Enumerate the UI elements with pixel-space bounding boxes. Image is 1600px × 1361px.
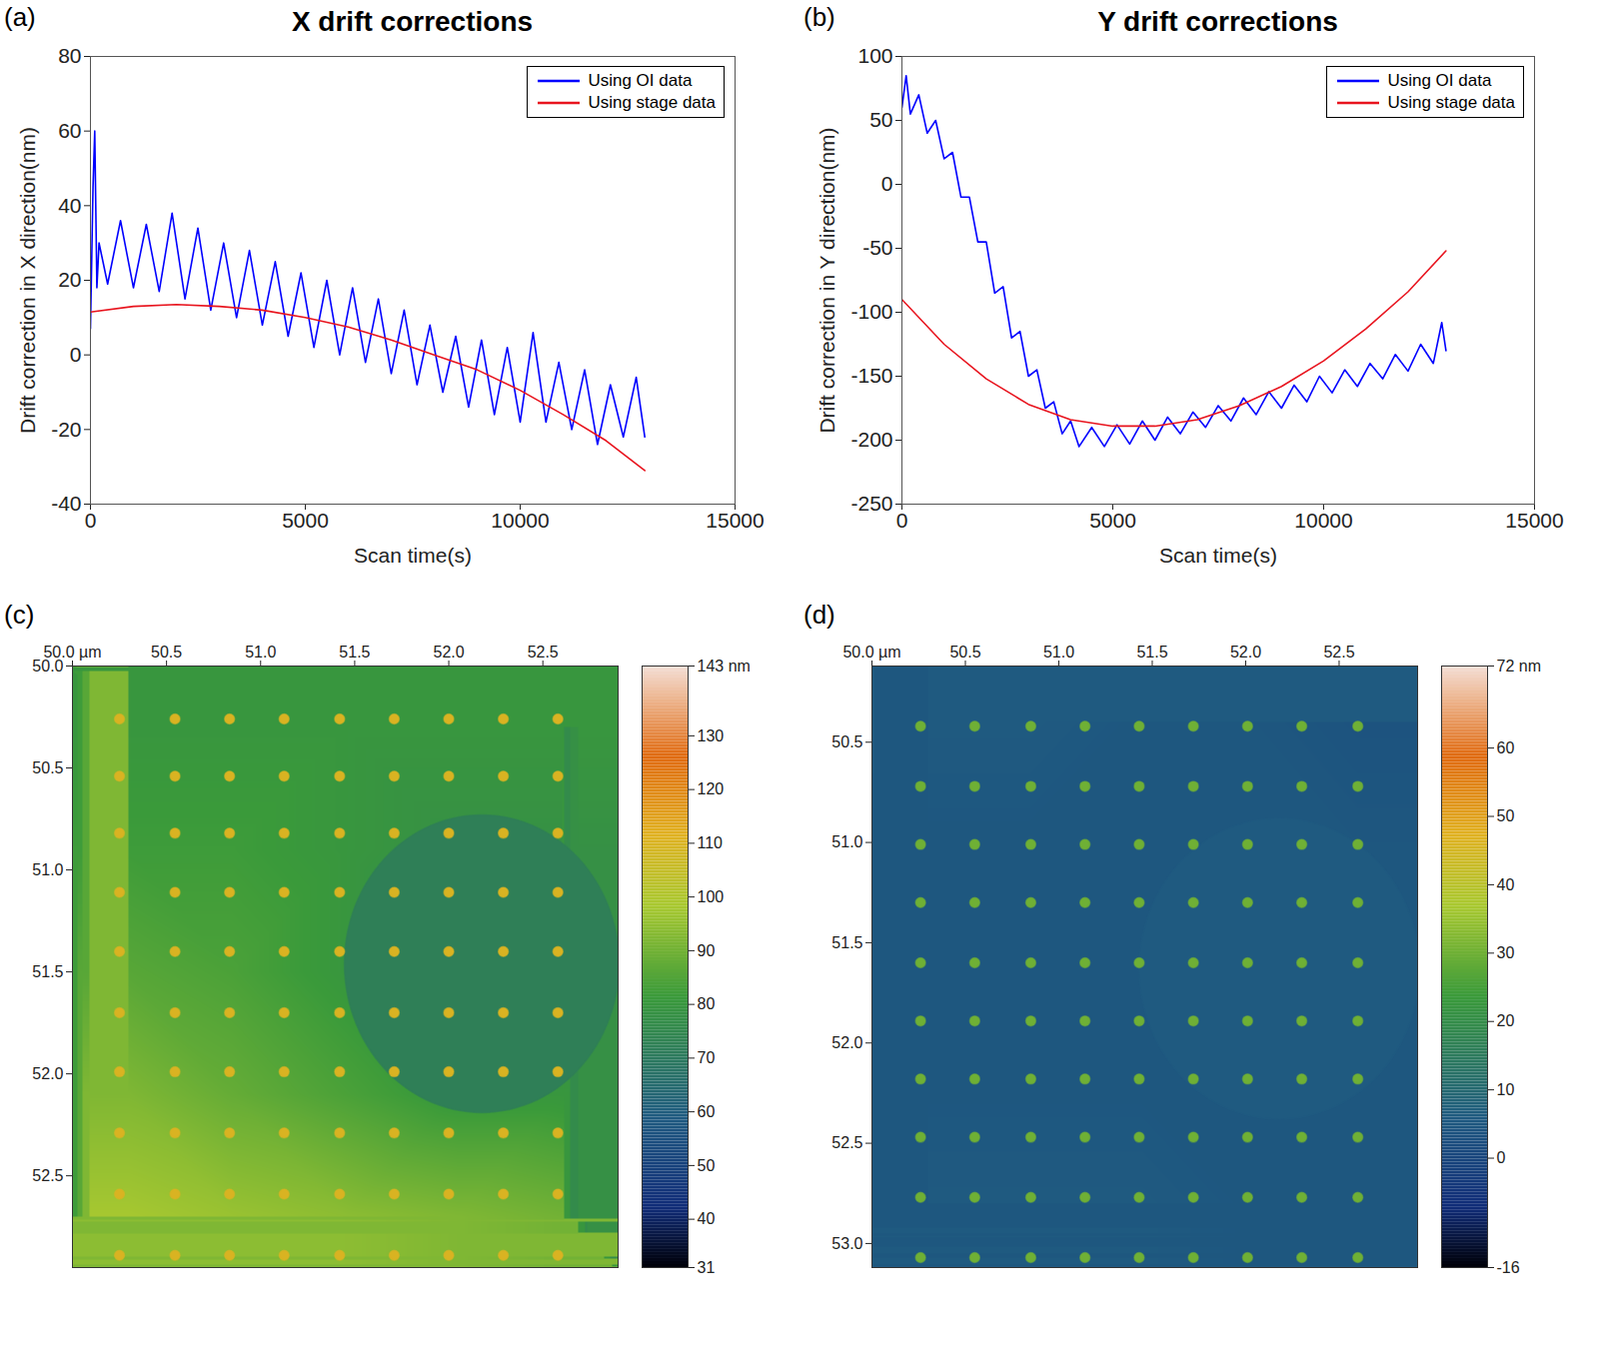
svg-text:15000: 15000 bbox=[1505, 508, 1564, 532]
html-text:(b): (b) bbox=[803, 1, 836, 32]
svg-text:0: 0 bbox=[84, 508, 97, 532]
svg-text:Drift correction in Y directio: Drift correction in Y direction(nm) bbox=[815, 126, 839, 433]
html-text:Y drift corrections: Y drift corrections bbox=[1097, 5, 1338, 37]
svg-text:60: 60 bbox=[57, 118, 81, 142]
svg-text:31: 31 bbox=[697, 1259, 716, 1277]
svg-text:90: 90 bbox=[697, 941, 716, 959]
svg-text:52.0: 52.0 bbox=[831, 1034, 863, 1052]
svg-text:80: 80 bbox=[697, 995, 716, 1013]
svg-text:Drift correction in X directio: Drift correction in X direction(nm) bbox=[15, 126, 39, 434]
svg-text:0: 0 bbox=[1497, 1149, 1507, 1167]
svg-text:30: 30 bbox=[1497, 944, 1516, 962]
svg-text:0: 0 bbox=[896, 508, 909, 532]
svg-text:-40: -40 bbox=[50, 491, 81, 515]
svg-text:20: 20 bbox=[1497, 1012, 1516, 1030]
svg-text:50.5: 50.5 bbox=[831, 733, 863, 751]
svg-text:70: 70 bbox=[697, 1049, 716, 1067]
svg-text:60: 60 bbox=[697, 1103, 716, 1121]
svg-text:5000: 5000 bbox=[1089, 508, 1137, 532]
svg-text:52.5: 52.5 bbox=[831, 1134, 863, 1152]
svg-text:50: 50 bbox=[869, 107, 893, 131]
svg-text:20: 20 bbox=[57, 267, 81, 291]
svg-text:51.0: 51.0 bbox=[31, 861, 63, 879]
svg-text:-16: -16 bbox=[1497, 1259, 1521, 1277]
svg-text:143 nm: 143 nm bbox=[697, 657, 751, 675]
svg-text:53.0: 53.0 bbox=[831, 1235, 863, 1253]
svg-text:-150: -150 bbox=[850, 363, 893, 387]
svg-text:Scan time(s): Scan time(s) bbox=[353, 543, 472, 567]
html-text:Using stage data: Using stage data bbox=[1387, 92, 1516, 112]
svg-text:40: 40 bbox=[57, 193, 81, 217]
svg-text:52.5: 52.5 bbox=[31, 1167, 63, 1185]
html-text:(d): (d) bbox=[803, 599, 836, 630]
svg-text:120: 120 bbox=[697, 780, 725, 798]
svg-text:52.5: 52.5 bbox=[527, 643, 559, 661]
svg-text:51.5: 51.5 bbox=[31, 963, 63, 981]
svg-text:5000: 5000 bbox=[281, 508, 329, 532]
svg-text:Scan time(s): Scan time(s) bbox=[1159, 543, 1278, 567]
svg-text:100: 100 bbox=[697, 888, 725, 906]
html-text:Using stage data: Using stage data bbox=[588, 92, 716, 112]
svg-text:51.5: 51.5 bbox=[1136, 643, 1168, 661]
svg-text:-20: -20 bbox=[50, 417, 81, 441]
svg-text:10000: 10000 bbox=[490, 508, 549, 532]
svg-text:50: 50 bbox=[1497, 807, 1516, 825]
html-text:X drift corrections: X drift corrections bbox=[291, 5, 533, 37]
html-text:Using OI data: Using OI data bbox=[1387, 70, 1492, 90]
svg-text:60: 60 bbox=[1497, 739, 1516, 757]
html-text:Using OI data: Using OI data bbox=[588, 70, 692, 90]
svg-text:10: 10 bbox=[1497, 1081, 1516, 1099]
svg-text:52.0: 52.0 bbox=[31, 1065, 63, 1083]
svg-text:50: 50 bbox=[697, 1156, 716, 1174]
svg-text:10000: 10000 bbox=[1294, 508, 1353, 532]
html-text:(a): (a) bbox=[3, 1, 36, 32]
svg-text:51.5: 51.5 bbox=[831, 934, 863, 952]
svg-text:-200: -200 bbox=[850, 427, 893, 451]
svg-text:15000: 15000 bbox=[705, 508, 764, 532]
svg-text:50.5: 50.5 bbox=[949, 643, 981, 661]
svg-text:80: 80 bbox=[57, 43, 81, 67]
svg-text:100: 100 bbox=[857, 43, 893, 67]
svg-text:130: 130 bbox=[697, 726, 725, 744]
svg-text:72 nm: 72 nm bbox=[1497, 657, 1542, 675]
svg-text:51.0: 51.0 bbox=[1043, 643, 1075, 661]
svg-text:50.5: 50.5 bbox=[150, 643, 182, 661]
svg-text:40: 40 bbox=[697, 1210, 716, 1228]
svg-text:51.0: 51.0 bbox=[244, 643, 276, 661]
svg-text:110: 110 bbox=[697, 834, 724, 852]
svg-text:50.5: 50.5 bbox=[31, 759, 63, 777]
svg-text:51.5: 51.5 bbox=[338, 643, 370, 661]
svg-text:51.0: 51.0 bbox=[831, 833, 863, 851]
svg-text:52.5: 52.5 bbox=[1323, 643, 1355, 661]
svg-text:50.0: 50.0 bbox=[32, 657, 64, 675]
svg-text:-250: -250 bbox=[850, 491, 893, 515]
svg-text:-50: -50 bbox=[862, 235, 893, 259]
svg-text:0: 0 bbox=[881, 171, 894, 195]
svg-text:52.0: 52.0 bbox=[432, 643, 464, 661]
svg-text:50.0 µm: 50.0 µm bbox=[842, 643, 901, 661]
svg-text:40: 40 bbox=[1497, 876, 1516, 894]
svg-text:50.0 µm: 50.0 µm bbox=[42, 643, 101, 661]
html-text:(c): (c) bbox=[3, 599, 35, 630]
svg-text:0: 0 bbox=[69, 342, 82, 366]
svg-text:-100: -100 bbox=[850, 299, 893, 323]
svg-text:52.0: 52.0 bbox=[1230, 643, 1262, 661]
